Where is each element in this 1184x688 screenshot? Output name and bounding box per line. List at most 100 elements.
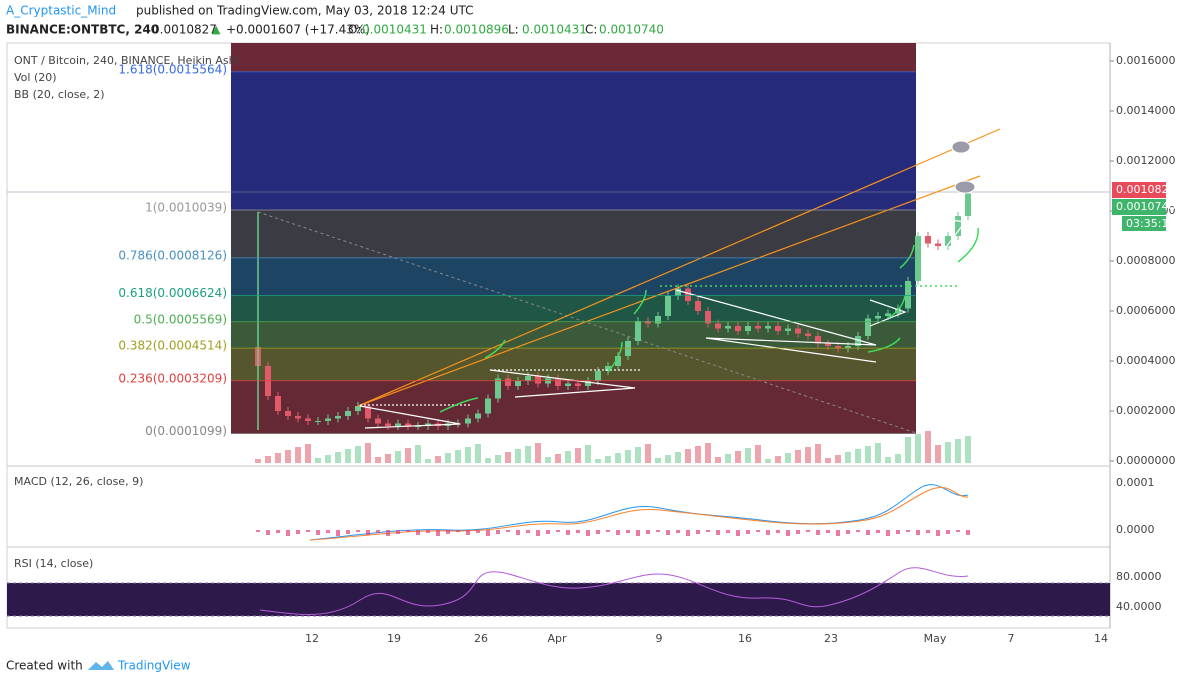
last: 0.0010827 [152,23,217,37]
volume-bar [475,444,481,463]
macd-hist [586,530,590,536]
time-label: 26 [474,632,488,645]
change: +0.0001607 (+17.43%) [226,23,370,37]
volume-bar [265,456,271,463]
volume-bar [775,456,781,463]
time-label: 9 [656,632,663,645]
macd-hist [596,530,600,534]
macd-hist [796,530,800,534]
volume-bar [945,442,951,463]
volume-bar [905,437,911,463]
macd-hist [446,530,450,534]
macd-label: 0.0001 [1116,476,1155,489]
volume [255,431,971,536]
macd-hist [696,530,700,534]
volume-bar [805,447,811,463]
fib-label: 0.618(0.0006624) [118,286,227,300]
logo [88,661,114,670]
candle [845,346,851,349]
volume-bar [485,458,491,463]
macd-hist [736,530,740,536]
macd-hist [556,530,560,532]
time-label: May [924,632,947,645]
macd-hist [356,530,360,532]
volume-bar [865,446,871,463]
macd-hist [566,530,570,535]
candle [915,236,921,281]
volume-bar [305,444,311,463]
brand[interactable]: TradingView [117,659,191,673]
fib-label: 0.786(0.0008126) [118,248,227,262]
volume-bar [745,448,751,463]
macd-hist [916,530,920,535]
price-tag-text: 0.0010740 [1116,200,1176,213]
volume-bar [465,447,471,463]
fib-label: 1(0.0010039) [145,201,227,215]
macd-hist [776,530,780,533]
volume-bar [395,451,401,463]
macd-hist [296,530,300,534]
legend-rsi: RSI (14, close) [14,557,93,570]
macd-hist [656,530,660,532]
legend-bb: BB (20, close, 2) [14,88,105,101]
macd-hist [266,530,270,535]
price-label: 0.0006000 [1116,304,1176,317]
annotation: 2 [957,128,965,143]
volume-bar [315,458,321,463]
macd-hist [906,530,910,532]
volume-bar [335,452,341,463]
volume-bar [275,453,281,463]
candle [575,383,581,386]
price-label: 0.0000000 [1116,454,1176,467]
macd-hist [366,530,370,535]
published: published on TradingView.com, May 03, 20… [136,4,473,18]
macd-hist [826,530,830,533]
price-tag-text: 0.0010827 [1116,183,1176,196]
volume-bar [735,451,741,463]
candle [675,288,681,296]
volume-bar [965,436,971,463]
volume-bar [615,453,621,463]
volume-bar [385,454,391,463]
macd-hist [416,530,420,535]
volume-bar [425,459,431,463]
candle [465,418,471,424]
legend-vol: Vol (20) [14,71,57,84]
candle [795,328,801,334]
volume-bar [445,453,451,463]
candle [565,383,571,386]
volume-bar [715,457,721,463]
macd-hist [376,530,380,533]
macd-hist [616,530,620,535]
macd-hist [536,530,540,536]
candle [815,336,821,344]
macd-hist [876,530,880,533]
pattern-lines [359,214,967,429]
candle [635,321,641,341]
rsi-band [7,583,1110,616]
author[interactable]: A_Cryptastic_Mind [6,4,116,18]
candle [495,378,501,399]
candle [715,323,721,329]
macd-hist [636,530,640,536]
volume-bar [515,449,521,463]
macd-hist [516,530,520,535]
volume-bar [435,456,441,463]
macd-hist [306,530,310,532]
candle [785,328,791,331]
macd-hist [406,530,410,532]
volume-bar [705,443,711,463]
candle [375,418,381,424]
macd-hist [726,530,730,533]
macd-hist [886,530,890,536]
fib-label: 1.618(0.0015564) [118,62,227,76]
candle [595,371,601,381]
candle [305,418,311,421]
price-label: 0.0014000 [1116,104,1176,117]
volume-bar [895,454,901,463]
fib-zones [231,43,916,434]
candle [905,281,911,309]
marker [951,140,971,154]
volume-bar [925,431,931,463]
candle [705,311,711,324]
